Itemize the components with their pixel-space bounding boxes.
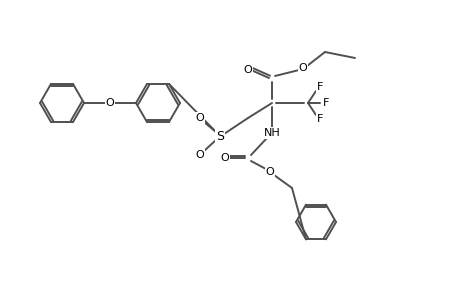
- Text: O: O: [106, 98, 114, 108]
- Text: O: O: [195, 113, 204, 123]
- Text: F: F: [322, 98, 329, 108]
- Text: O: O: [298, 63, 307, 73]
- Text: S: S: [216, 130, 224, 142]
- Text: F: F: [316, 82, 323, 92]
- Text: NH: NH: [263, 128, 280, 138]
- Text: O: O: [195, 150, 204, 160]
- Text: F: F: [316, 114, 323, 124]
- Text: O: O: [243, 65, 252, 75]
- Text: O: O: [265, 167, 274, 177]
- Text: O: O: [220, 153, 229, 163]
